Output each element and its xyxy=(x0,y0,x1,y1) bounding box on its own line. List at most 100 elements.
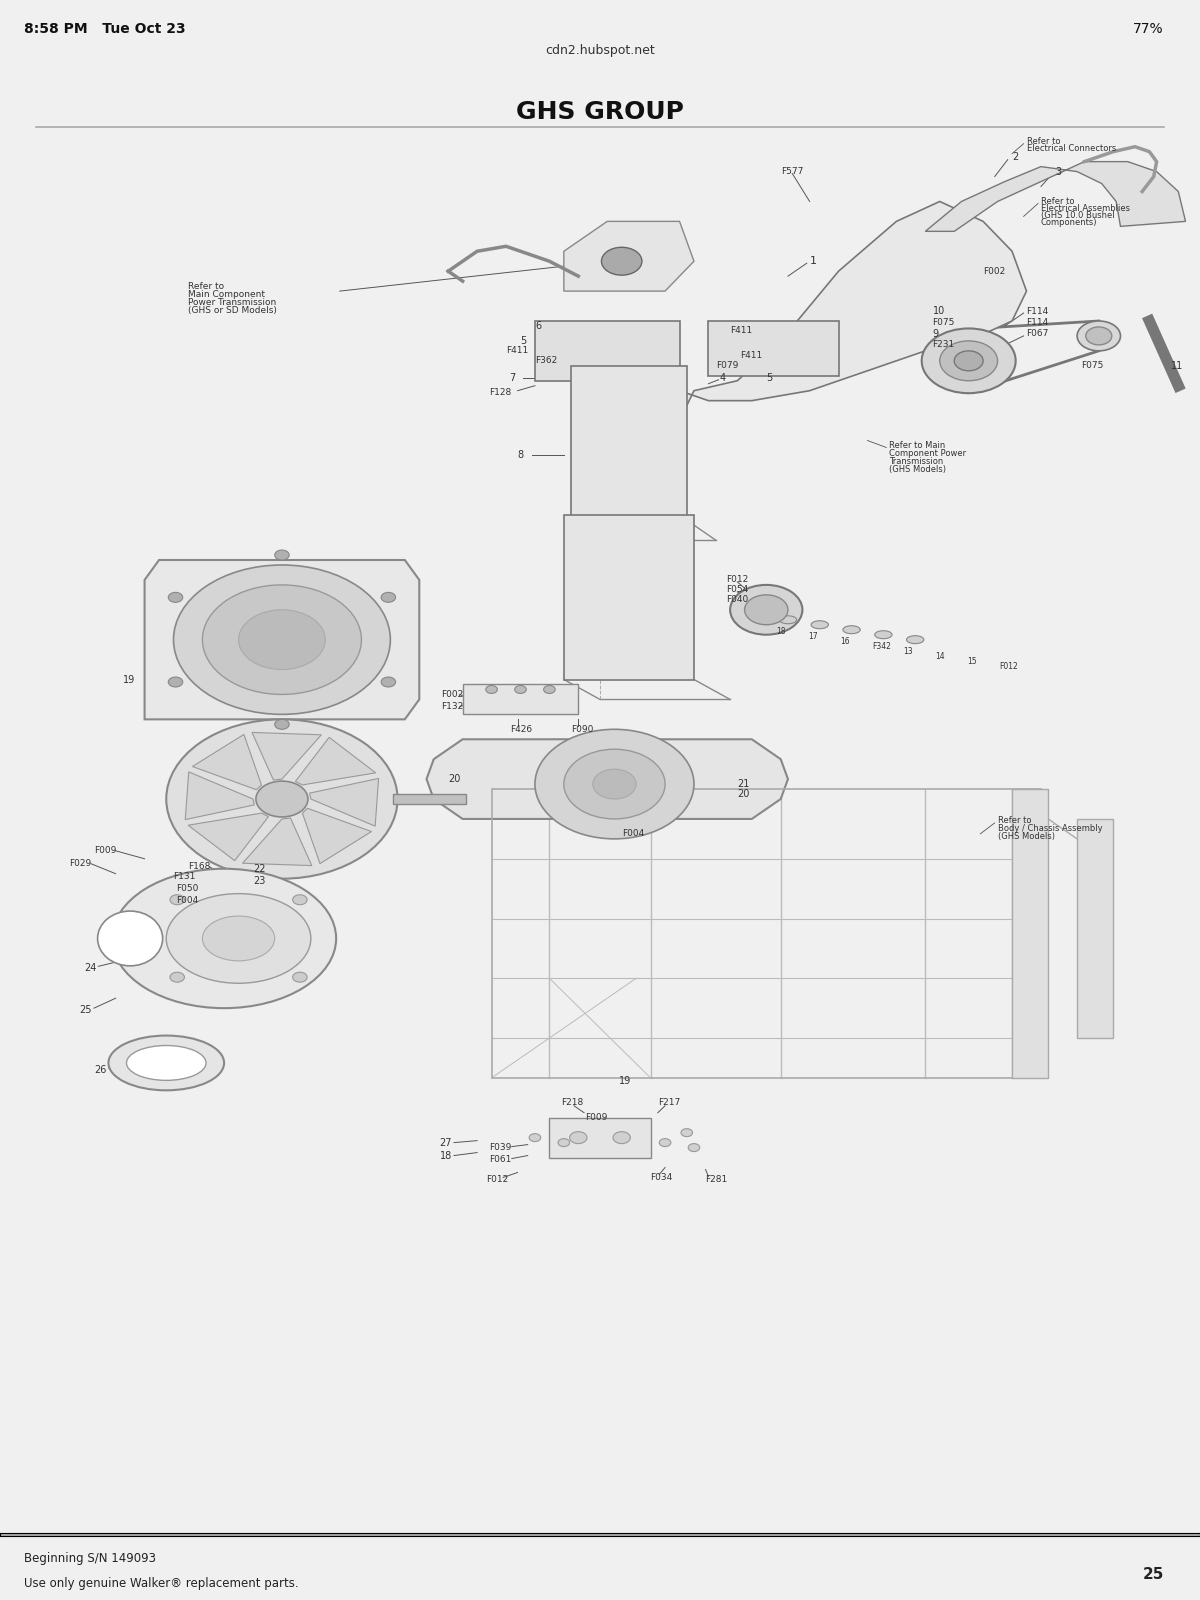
Ellipse shape xyxy=(811,621,828,629)
Text: Refer to: Refer to xyxy=(1040,197,1074,206)
Bar xyxy=(564,515,694,680)
Text: Main Component: Main Component xyxy=(188,290,265,299)
Text: 5: 5 xyxy=(521,336,527,346)
Text: (GHS Models): (GHS Models) xyxy=(997,832,1055,842)
Text: 77%: 77% xyxy=(1133,22,1164,35)
Polygon shape xyxy=(564,221,694,291)
Text: F132: F132 xyxy=(440,702,463,710)
Circle shape xyxy=(744,595,788,624)
Text: F577: F577 xyxy=(781,166,803,176)
Ellipse shape xyxy=(566,234,678,288)
Ellipse shape xyxy=(126,1045,206,1080)
Text: 22: 22 xyxy=(253,864,265,874)
Polygon shape xyxy=(310,779,379,826)
Text: Refer to: Refer to xyxy=(188,282,224,291)
Text: 15: 15 xyxy=(967,658,977,666)
Circle shape xyxy=(535,730,694,838)
Ellipse shape xyxy=(1078,322,1121,350)
Circle shape xyxy=(730,586,803,635)
Text: 25: 25 xyxy=(79,1005,92,1014)
Text: 20: 20 xyxy=(448,774,461,784)
Text: 20: 20 xyxy=(737,789,750,798)
Polygon shape xyxy=(188,813,269,861)
Text: F002: F002 xyxy=(983,267,1006,275)
Circle shape xyxy=(680,1128,692,1136)
Ellipse shape xyxy=(779,616,797,624)
Ellipse shape xyxy=(842,626,860,634)
Text: F281: F281 xyxy=(706,1174,727,1184)
Text: Refer to: Refer to xyxy=(1026,138,1060,146)
Polygon shape xyxy=(925,162,1186,232)
Text: F090: F090 xyxy=(571,725,594,734)
Text: F040: F040 xyxy=(726,595,748,605)
Circle shape xyxy=(170,894,185,904)
Circle shape xyxy=(593,770,636,798)
Ellipse shape xyxy=(97,910,163,966)
Circle shape xyxy=(275,720,289,730)
Circle shape xyxy=(558,1139,570,1147)
Text: 5: 5 xyxy=(767,373,773,382)
Ellipse shape xyxy=(940,341,997,381)
Text: 1: 1 xyxy=(810,256,817,266)
Bar xyxy=(550,1118,650,1157)
Text: F054: F054 xyxy=(726,586,748,594)
Bar xyxy=(708,322,839,376)
Text: Beginning S/N 149093: Beginning S/N 149093 xyxy=(24,1552,156,1565)
Text: F131: F131 xyxy=(174,872,196,882)
Bar xyxy=(463,685,578,714)
Text: F009: F009 xyxy=(586,1114,608,1122)
Polygon shape xyxy=(185,771,254,819)
Text: 6: 6 xyxy=(535,322,541,331)
Text: cdn2.hubspot.net: cdn2.hubspot.net xyxy=(545,43,655,58)
Text: F012: F012 xyxy=(726,576,748,584)
Text: Components): Components) xyxy=(1040,218,1098,227)
Text: 19: 19 xyxy=(619,1075,631,1086)
Circle shape xyxy=(486,685,497,693)
Circle shape xyxy=(170,973,185,982)
Text: Refer to Main: Refer to Main xyxy=(889,442,946,450)
Text: 23: 23 xyxy=(253,875,265,886)
Text: Transmission: Transmission xyxy=(889,458,943,466)
Text: 11: 11 xyxy=(1171,360,1183,371)
Text: F039: F039 xyxy=(488,1142,511,1152)
Text: F411: F411 xyxy=(730,326,752,336)
Circle shape xyxy=(613,1131,630,1144)
Circle shape xyxy=(515,685,527,693)
Text: Electrical Connectors: Electrical Connectors xyxy=(1026,144,1116,154)
Text: Body / Chassis Assembly: Body / Chassis Assembly xyxy=(997,824,1103,834)
Text: (GHS Models): (GHS Models) xyxy=(889,466,946,474)
Text: 18: 18 xyxy=(776,627,786,637)
Ellipse shape xyxy=(906,635,924,643)
Text: F012: F012 xyxy=(1000,662,1018,670)
Circle shape xyxy=(529,1134,541,1142)
Circle shape xyxy=(256,781,308,818)
Text: 24: 24 xyxy=(84,963,96,973)
Ellipse shape xyxy=(1086,326,1112,346)
Text: 7: 7 xyxy=(509,373,515,382)
Text: F114: F114 xyxy=(1026,318,1049,328)
Text: 16: 16 xyxy=(840,637,850,646)
Text: F342: F342 xyxy=(872,642,890,651)
Text: F002: F002 xyxy=(440,690,463,699)
Text: Electrical Assemblies: Electrical Assemblies xyxy=(1040,203,1130,213)
Text: F426: F426 xyxy=(510,725,533,734)
Text: F217: F217 xyxy=(658,1098,680,1107)
Text: F067: F067 xyxy=(1026,330,1049,339)
Text: 3: 3 xyxy=(1056,166,1062,176)
Text: F362: F362 xyxy=(535,357,557,365)
Text: 8: 8 xyxy=(517,451,523,461)
Text: F411: F411 xyxy=(740,352,762,360)
Ellipse shape xyxy=(167,894,311,984)
Polygon shape xyxy=(242,818,312,866)
Ellipse shape xyxy=(954,350,983,371)
Text: 8:58 PM   Tue Oct 23: 8:58 PM Tue Oct 23 xyxy=(24,22,186,35)
Text: Refer to: Refer to xyxy=(997,816,1031,826)
Text: (GHS or SD Models): (GHS or SD Models) xyxy=(188,306,277,315)
Text: F075: F075 xyxy=(932,318,955,328)
Polygon shape xyxy=(144,560,419,720)
Circle shape xyxy=(382,677,396,686)
Ellipse shape xyxy=(875,630,892,638)
Bar xyxy=(394,794,466,803)
Text: 4: 4 xyxy=(720,373,726,382)
Text: 10: 10 xyxy=(932,306,944,317)
